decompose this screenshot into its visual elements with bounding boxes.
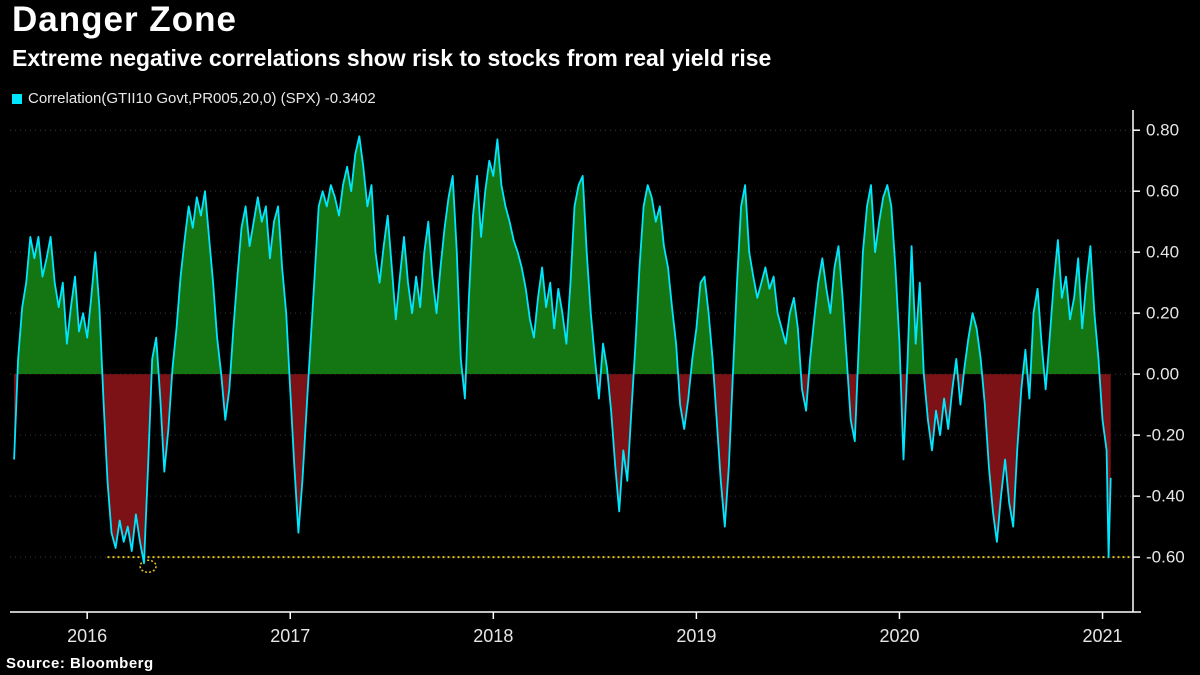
- y-tick-label: -0.60: [1146, 548, 1185, 567]
- x-axis-labels: 2016 2017 2018 2019 2020 2021: [67, 612, 1123, 646]
- y-tick-label: 0.80: [1146, 121, 1179, 140]
- y-tick-label: 0.20: [1146, 304, 1179, 323]
- y-tick-label: -0.40: [1146, 487, 1185, 506]
- y-tick-label: 0.60: [1146, 182, 1179, 201]
- source-label: Source: Bloomberg: [6, 655, 154, 672]
- y-tick-label: -0.20: [1146, 426, 1185, 445]
- annotation-circle-icon: [139, 559, 157, 574]
- x-tick-label: 2016: [67, 626, 107, 646]
- x-tick-label: 2018: [473, 626, 513, 646]
- series-line: [13, 135, 1112, 565]
- chart-subtitle: Extreme negative correlations show risk …: [12, 45, 772, 71]
- legend-label: Correlation(GTII10 Govt,PR005,20,0) (SPX…: [28, 90, 376, 107]
- y-tick-label: 0.40: [1146, 243, 1179, 262]
- page-title: Danger Zone: [12, 0, 237, 39]
- legend: Correlation(GTII10 Govt,PR005,20,0) (SPX…: [12, 90, 376, 107]
- x-tick-label: 2021: [1083, 626, 1123, 646]
- legend-swatch-icon: [12, 93, 22, 104]
- x-tick-label: 2017: [270, 626, 310, 646]
- x-tick-label: 2019: [676, 626, 716, 646]
- y-tick-label: 0.00: [1146, 365, 1179, 384]
- y-axis-labels: 0.80 0.60 0.40 0.20 0.00 -0.20 -0.40 -0.60: [1133, 121, 1185, 567]
- area-positive: [14, 136, 1111, 375]
- area-negative: [14, 374, 1111, 564]
- x-tick-label: 2020: [879, 626, 919, 646]
